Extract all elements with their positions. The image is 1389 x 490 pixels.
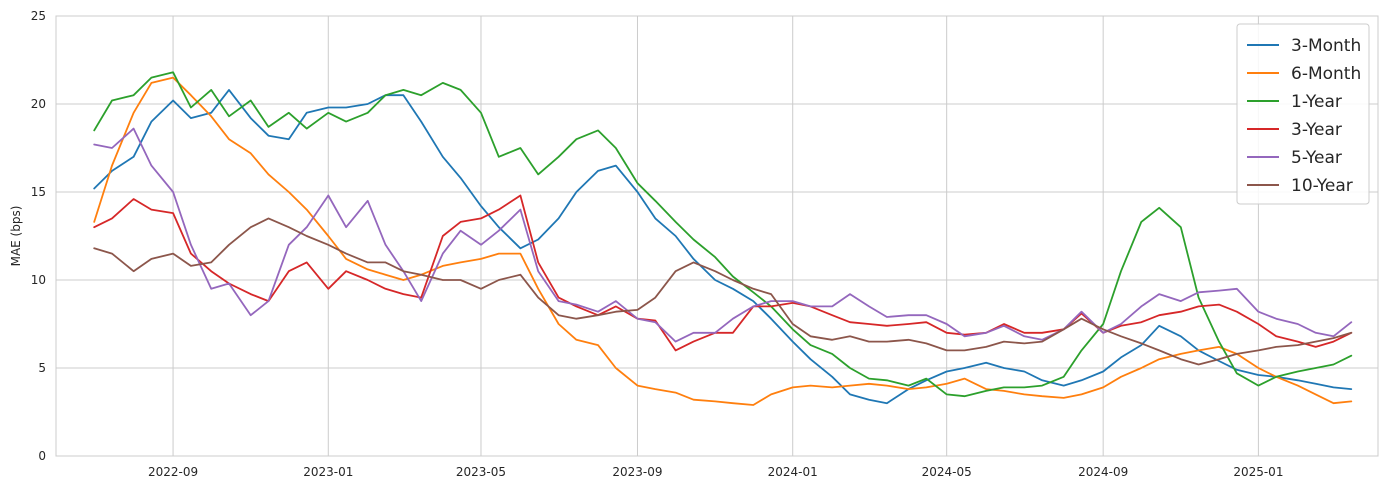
- x-tick-label: 2024-09: [1078, 465, 1128, 479]
- y-tick-label: 0: [38, 449, 46, 463]
- y-axis-label: MAE (bps): [9, 206, 23, 267]
- x-tick-label: 2024-05: [922, 465, 972, 479]
- plot-area: [55, 15, 1379, 457]
- legend-label-5-year: 5-Year: [1291, 148, 1342, 168]
- y-tick-label: 5: [38, 361, 46, 375]
- legend-label-6-month: 6-Month: [1291, 64, 1361, 84]
- legend-label-10-year: 10-Year: [1291, 176, 1353, 196]
- legend-label-3-month: 3-Month: [1291, 36, 1361, 56]
- legend: 3-Month 6-Month 1-Year 3-Year 5-Year 10-Year: [1236, 23, 1370, 205]
- x-axis-ticks: 2022-09 2023-01 2023-05 2023-09 2024-01 2024-…: [148, 465, 1283, 479]
- legend-box: [1236, 23, 1370, 205]
- y-tick-label: 20: [31, 97, 46, 111]
- series-line-6-month: [93, 76, 1353, 406]
- x-tick-label: 2022-09: [148, 465, 198, 479]
- legend-label-3-year: 3-Year: [1291, 120, 1342, 140]
- series-line-5-year: [93, 127, 1353, 343]
- series-lines: [93, 71, 1353, 406]
- y-tick-label: 10: [31, 273, 46, 287]
- y-axis-ticks: 0 5 10 15 20 25: [31, 9, 46, 463]
- x-tick-label: 2024-01: [768, 465, 818, 479]
- y-tick-label: 25: [31, 9, 46, 23]
- x-tick-label: 2025-01: [1233, 465, 1283, 479]
- x-tick-label: 2023-09: [612, 465, 662, 479]
- series-line-1-year: [93, 71, 1353, 398]
- x-tick-label: 2023-01: [303, 465, 353, 479]
- x-tick-label: 2023-05: [456, 465, 506, 479]
- series-line-10-year: [93, 217, 1353, 366]
- y-tick-label: 15: [31, 185, 46, 199]
- legend-label-1-year: 1-Year: [1291, 92, 1342, 112]
- series-line-3-year: [93, 194, 1353, 352]
- series-line-3-month: [93, 89, 1353, 405]
